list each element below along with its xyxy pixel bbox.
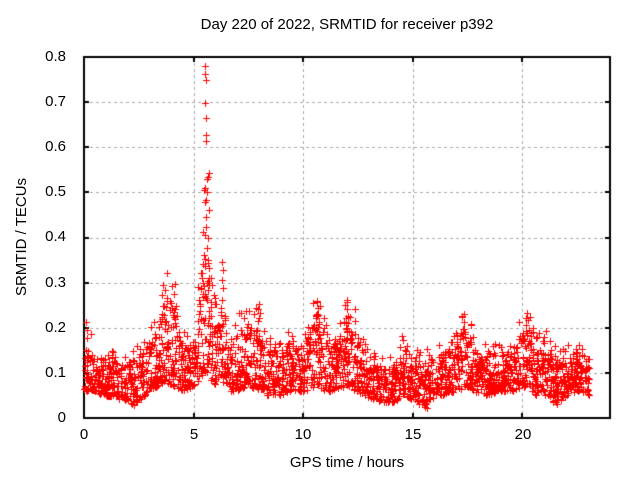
x-tick-label: 20: [514, 426, 532, 443]
chart-title: Day 220 of 2022, SRMTID for receiver p39…: [200, 16, 494, 33]
x-tick-label: 5: [189, 426, 199, 443]
y-tick-label: 0.4: [45, 228, 66, 245]
y-tick-label: 0.3: [45, 274, 66, 291]
y-tick-label: 0.7: [45, 93, 66, 110]
y-tick-label: 0.5: [45, 183, 66, 200]
y-tick-label: 0.1: [45, 364, 66, 381]
y-tick-label: 0.2: [45, 319, 66, 336]
y-tick-label: 0: [57, 409, 66, 426]
x-tick-label: 10: [294, 426, 312, 443]
x-tick-label: 0: [79, 426, 89, 443]
x-axis-label: GPS time / hours: [289, 454, 405, 471]
y-tick-label: 0.8: [45, 48, 66, 65]
x-tick-label: 15: [404, 426, 422, 443]
y-tick-label: 0.6: [45, 138, 66, 155]
